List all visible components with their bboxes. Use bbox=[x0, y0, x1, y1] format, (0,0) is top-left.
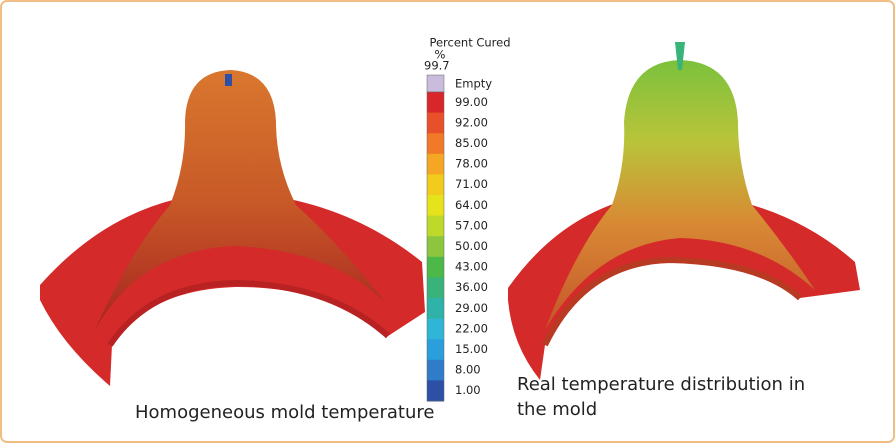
legend-swatch bbox=[427, 298, 444, 319]
legend-label: 8.00 bbox=[455, 363, 481, 377]
legend-swatch bbox=[427, 133, 444, 154]
legend-label: 1.00 bbox=[455, 383, 481, 397]
empty-swatch bbox=[427, 75, 444, 92]
legend-label: 57.00 bbox=[455, 218, 488, 232]
legend-label: 78.00 bbox=[455, 157, 488, 171]
legend-label: 43.00 bbox=[455, 260, 488, 274]
legend-swatch bbox=[427, 319, 444, 340]
legend-label: 15.00 bbox=[455, 342, 488, 356]
legend-swatch bbox=[427, 257, 444, 278]
legend-label: 36.00 bbox=[455, 280, 488, 294]
legend-swatch bbox=[427, 113, 444, 134]
legend-label: 71.00 bbox=[455, 177, 488, 191]
legend-label: 50.00 bbox=[455, 239, 488, 253]
legend-swatch bbox=[427, 236, 444, 257]
legend-label: 22.00 bbox=[455, 321, 488, 335]
legend-swatch bbox=[427, 154, 444, 175]
legend-label: 64.00 bbox=[455, 198, 488, 212]
legend-swatch bbox=[427, 174, 444, 195]
caption-right-line: the mold bbox=[517, 399, 597, 420]
figure: Percent Cured % 99.7 Empty 99.0092.0085.… bbox=[0, 0, 896, 444]
legend-swatch bbox=[427, 360, 444, 381]
legend-swatch bbox=[427, 195, 444, 216]
caption-right-line: Real temperature distribution in bbox=[517, 374, 805, 395]
legend-swatch bbox=[427, 277, 444, 298]
legend-empty: Empty bbox=[455, 77, 492, 91]
legend-max: 99.7 bbox=[424, 59, 450, 73]
legend-label: 92.00 bbox=[455, 115, 488, 129]
legend-swatch bbox=[427, 92, 444, 113]
legend-label: 29.00 bbox=[455, 301, 488, 315]
caption-left: Homogeneous mold temperature bbox=[135, 402, 434, 423]
legend-label: 85.00 bbox=[455, 136, 488, 150]
legend-label: 99.00 bbox=[455, 95, 488, 109]
legend-swatch bbox=[427, 380, 444, 401]
legend-swatch bbox=[427, 339, 444, 360]
legend-swatch bbox=[427, 216, 444, 237]
